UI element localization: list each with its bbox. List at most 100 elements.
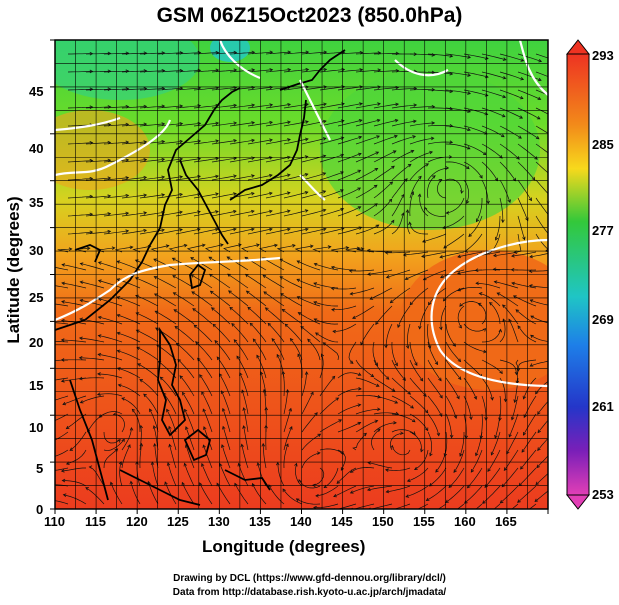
streamline-arrow [281,308,286,313]
streamline-arrow [413,86,418,91]
streamline-arrow [530,334,534,339]
streamline [481,125,505,138]
streamline-arrow [419,377,424,382]
streamline [297,260,321,271]
streamline [355,185,378,199]
streamline-arrow [164,481,168,486]
streamline [391,150,414,163]
streamline [529,253,548,258]
streamline-arrow [418,325,422,330]
streamline-arrow [420,448,424,453]
streamline [517,125,540,140]
streamline [85,70,111,73]
streamline-arrow [425,163,430,167]
streamline [121,88,147,91]
streamline-arrow [161,175,166,180]
streamline [373,412,399,415]
streamline-arrow [267,322,272,327]
streamline [336,467,357,484]
streamline [191,291,213,307]
streamline-arrow [97,372,101,376]
streamline-arrow [520,466,524,470]
streamline-arrow [501,483,506,488]
streamline [63,494,87,505]
streamline-arrow [534,498,539,503]
streamline-arrow [233,339,238,343]
streamline-arrow [429,452,433,457]
streamline [314,263,339,271]
streamline-arrow [47,441,50,444]
streamline [301,172,326,181]
streamline [407,323,411,349]
streamline [80,395,105,404]
streamline-arrow [209,290,214,295]
streamline [409,431,422,452]
streamline [55,467,69,471]
streamline-arrow [528,269,533,274]
streamline [168,426,177,451]
streamline [176,342,195,361]
streamline-arrow [44,264,47,267]
streamline-arrow [507,199,511,204]
streamline-arrow [331,375,336,380]
streamline-arrow [161,157,166,162]
streamline-arrow [116,349,121,353]
streamline [355,377,380,387]
streamline [150,245,169,253]
streamline [110,482,123,505]
streamline [283,103,309,109]
streamline-arrow [340,171,344,175]
streamline-arrow [125,140,130,145]
streamline-arrow [442,225,447,230]
streamline-arrow [152,425,157,429]
streamline [337,388,361,397]
streamline [409,122,435,127]
streamline [283,138,309,145]
contour-lines [55,40,548,388]
streamline [445,89,471,94]
streamline-arrow [313,262,318,267]
streamline-arrow [313,301,317,305]
streamline [457,251,483,258]
streamline-arrow [61,281,66,286]
streamline [386,269,411,278]
streamline-arrow [214,339,219,344]
streamline-arrow [460,189,464,194]
streamline-arrow [340,207,345,212]
streamline-arrow [530,315,535,319]
streamline [409,53,435,56]
streamline [464,485,483,504]
streamline-arrow [555,117,558,120]
streamline [337,422,361,433]
streamline [476,198,483,222]
streamline [337,153,362,163]
streamline-arrow [233,192,237,196]
streamline [168,244,187,253]
streamline-arrow [215,68,220,73]
x-tick-label: 135 [249,514,271,529]
streamline [67,106,93,109]
streamline [493,251,519,257]
streamline [66,449,87,465]
streamline [459,432,465,457]
streamline-arrow [331,308,335,312]
streamline [117,314,141,325]
streamline [530,334,548,342]
streamline [231,323,249,343]
streamline [121,229,147,235]
streamline-arrow [97,352,102,357]
streamline-arrow [107,194,112,198]
streamline [475,503,483,509]
streamline [265,104,291,109]
streamline [85,213,111,217]
streamline [199,374,213,397]
streamline [373,377,395,392]
streamline-arrow [520,58,525,62]
streamline-arrow [44,470,47,473]
streamline-arrow [298,479,302,483]
streamline-arrow [117,383,122,388]
streamline-arrow [503,467,508,471]
streamline-arrow [389,181,394,185]
coastline [55,109,215,331]
streamline-arrow [60,379,65,383]
